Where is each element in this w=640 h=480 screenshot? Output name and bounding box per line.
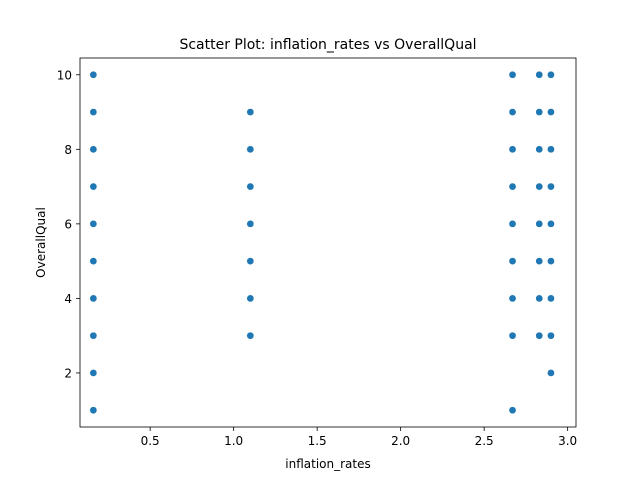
data-point <box>508 331 517 340</box>
data-point <box>246 257 255 265</box>
data-point <box>89 369 98 377</box>
y-tick-label: 8 <box>64 143 72 157</box>
y-tick-label: 10 <box>57 68 72 82</box>
x-tick-label: 3.0 <box>558 434 577 448</box>
data-point <box>89 331 98 340</box>
x-tick-label: 1.0 <box>224 434 243 448</box>
data-point <box>535 220 544 228</box>
x-axis-label: inflation_rates <box>285 457 370 471</box>
data-point <box>508 145 517 154</box>
data-point <box>508 257 517 265</box>
data-point <box>535 182 544 191</box>
data-point <box>246 294 255 303</box>
data-points <box>89 70 555 415</box>
data-point <box>508 406 517 415</box>
data-point <box>547 220 555 228</box>
y-tick-label: 6 <box>64 217 72 231</box>
data-point <box>246 182 255 191</box>
x-tick-label: 2.5 <box>475 434 494 448</box>
data-point <box>89 220 98 228</box>
data-point <box>89 145 98 154</box>
data-point <box>508 70 517 79</box>
data-point <box>246 145 255 154</box>
x-tick-label: 1.5 <box>308 434 327 448</box>
data-point <box>246 331 255 340</box>
data-point <box>89 406 98 415</box>
data-point <box>246 108 255 116</box>
x-tick-label: 2.0 <box>391 434 410 448</box>
data-point <box>547 145 555 154</box>
data-point <box>89 294 98 303</box>
data-point <box>547 108 555 116</box>
data-point <box>508 220 517 228</box>
data-point <box>89 108 98 116</box>
data-point <box>508 182 517 191</box>
data-point <box>535 70 544 79</box>
data-point <box>535 108 544 116</box>
data-point <box>508 294 517 303</box>
data-point <box>547 294 555 303</box>
data-point <box>508 108 517 116</box>
data-point <box>89 257 98 265</box>
plot-area-frame <box>79 57 577 428</box>
data-point <box>547 257 555 265</box>
y-tick-label: 2 <box>64 366 72 380</box>
data-point <box>89 70 98 79</box>
y-axis-ticks: 2 4 6 8 10 <box>57 68 80 380</box>
data-point <box>535 145 544 154</box>
data-point <box>246 220 255 228</box>
data-point <box>547 182 555 191</box>
data-point <box>547 70 555 79</box>
data-point <box>535 257 544 265</box>
data-point <box>535 331 544 340</box>
y-axis-label: OverallQual <box>34 207 48 278</box>
y-tick-label: 4 <box>64 292 72 306</box>
chart-title: Scatter Plot: inflation_rates vs Overall… <box>179 37 476 53</box>
data-point <box>547 331 555 340</box>
data-point <box>89 182 98 191</box>
data-point <box>535 294 544 303</box>
data-point <box>547 369 555 377</box>
x-tick-label: 0.5 <box>141 434 160 448</box>
x-axis-ticks: 0.5 1.0 1.5 2.0 2.5 3.0 <box>141 427 577 448</box>
